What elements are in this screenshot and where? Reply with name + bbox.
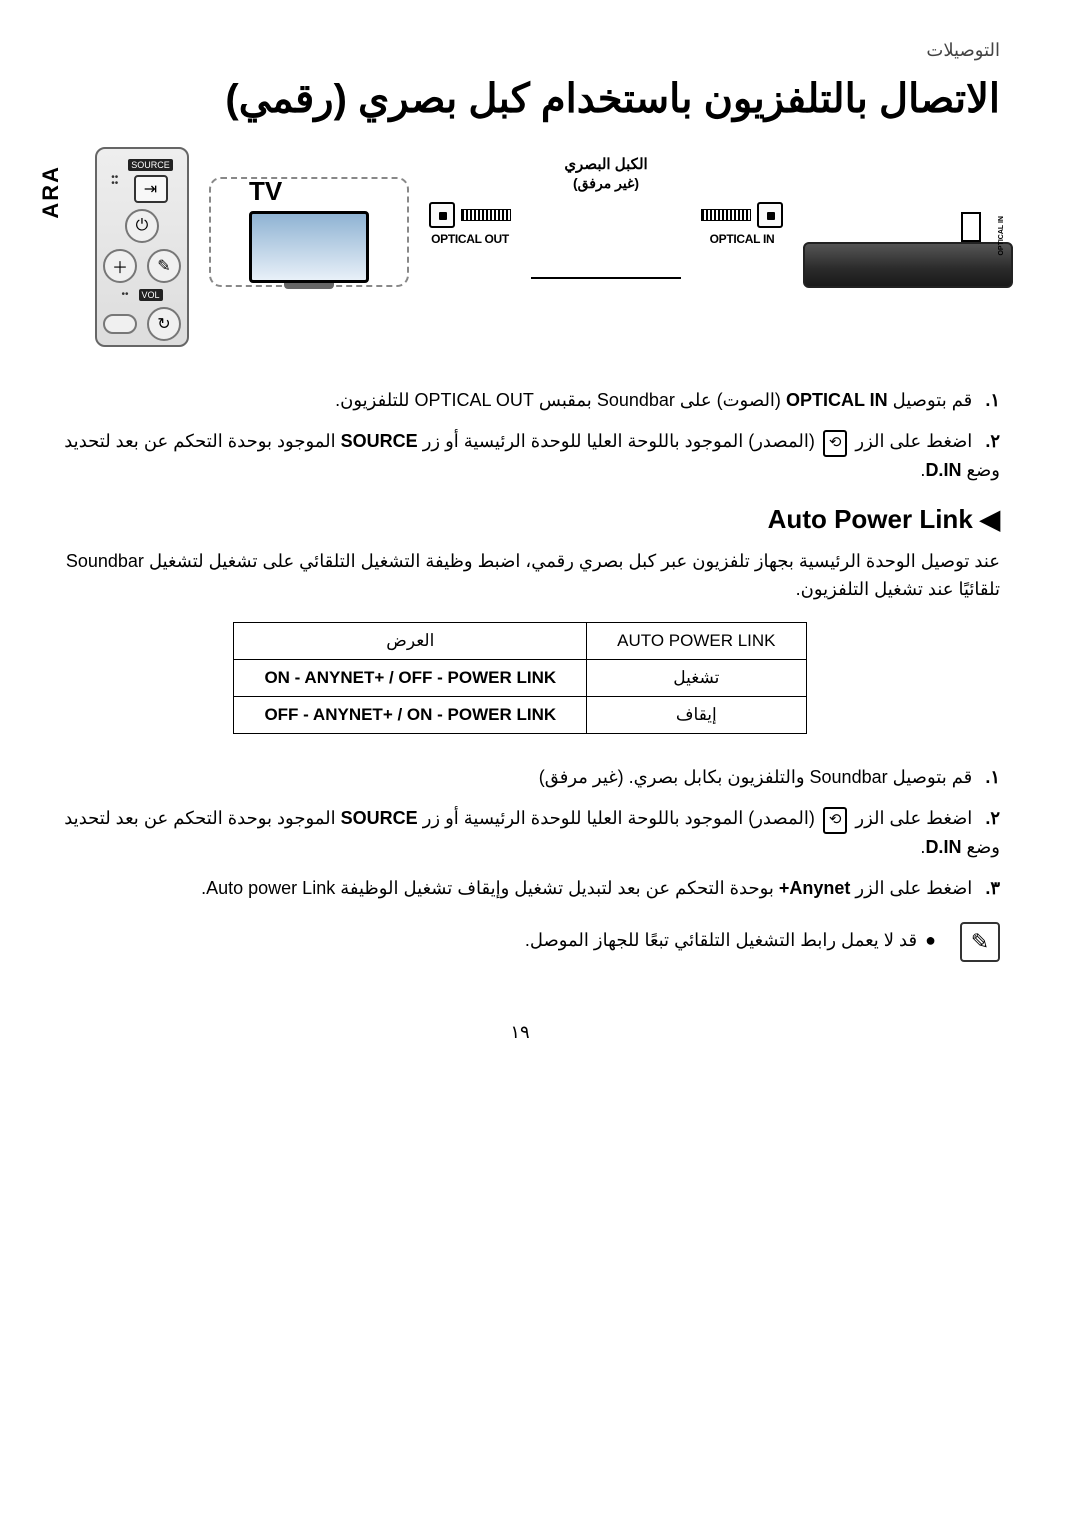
source-key-icon: ⟲ (823, 430, 848, 457)
step-number: ٢. (985, 431, 1000, 451)
remote-pill-button (103, 314, 137, 334)
optical-out-port (429, 202, 455, 228)
cable-plug-left (461, 209, 511, 221)
soundbar: OPTICAL IN (803, 242, 1013, 288)
auto-power-intro: عند توصيل الوحدة الرئيسية بجهاز تلفزيون … (40, 547, 1000, 605)
remote-control: •••• SOURCE ⇥ ⏻ ＋ ✎ •• VOL ↻ (95, 147, 189, 347)
table-cell: تشغيل (587, 660, 806, 697)
optical-in-label: OPTICAL IN (710, 232, 775, 246)
cycle-icon: ↻ (147, 307, 181, 341)
step-text: (الصوت) على Soundbar بمقبس OPTICAL OUT ل… (335, 390, 786, 410)
soundbar-optical-port (961, 212, 981, 242)
note-icon: ✎ (960, 922, 1000, 962)
connection-diagram: •••• SOURCE ⇥ ⏻ ＋ ✎ •• VOL ↻ TV (95, 147, 1000, 347)
step-number: ٢. (985, 808, 1000, 828)
remote-dots: •••• (111, 175, 118, 187)
page-number: ١٩ (40, 1022, 1000, 1043)
source-button-icon: ⇥ (134, 175, 168, 203)
step-bold: SOURCE (341, 808, 418, 828)
step-item: ٢. اضغط على الزر ⟲ (المصدر) الموجود بالل… (40, 805, 1000, 861)
plus-icon: ＋ (103, 249, 137, 283)
table-cell: OFF - ANYNET+ / ON - POWER LINK (234, 697, 587, 734)
optical-out-label: OPTICAL OUT (431, 232, 509, 246)
bullet: ● (925, 930, 936, 950)
step-bold: SOURCE (341, 431, 418, 451)
step-bold: D.IN (925, 837, 961, 857)
step-text: اضغط على الزر (850, 808, 972, 828)
step-text: اضغط على الزر (850, 431, 972, 451)
table-row: AUTO POWER LINK العرض (234, 623, 806, 660)
tv-block: TV (209, 147, 409, 287)
cable-plug-right (701, 209, 751, 221)
steps-group-2: ١. قم بتوصيل Soundbar والتلفزيون بكابل ب… (40, 764, 1000, 902)
pencil-icon: ✎ (147, 249, 181, 283)
step-item: ٣. اضغط على الزر Anynet+ بوحدة التحكم عن… (40, 875, 1000, 902)
step-text: (المصدر) الموجود باللوحة العليا للوحدة ا… (418, 808, 820, 828)
source-key-icon: ⟲ (823, 807, 848, 834)
step-item: ١. قم بتوصيل OPTICAL IN (الصوت) على Soun… (40, 387, 1000, 414)
step-text: اضغط على الزر (850, 878, 972, 898)
step-number: ١. (985, 767, 1000, 787)
tv-screen (249, 211, 369, 283)
page-title: الاتصال بالتلفزيون باستخدام كبل بصري (رق… (40, 76, 1000, 122)
table-header: العرض (234, 623, 587, 660)
step-text: بوحدة التحكم عن بعد لتبديل تشغيل وإيقاف … (201, 878, 779, 898)
tv-label: TV (249, 176, 369, 207)
soundbar-block: OPTICAL IN (803, 202, 1013, 288)
auto-power-heading: ◀ Auto Power Link (40, 504, 1000, 535)
soundbar-port-label: OPTICAL IN (998, 216, 1005, 256)
step-number: ٣. (985, 878, 1000, 898)
vol-badge: VOL (139, 289, 163, 301)
tv-stand (284, 283, 334, 289)
table-cell: ON - ANYNET+ / OFF - POWER LINK (234, 660, 587, 697)
source-badge: SOURCE (128, 159, 173, 171)
table-row: إيقاف OFF - ANYNET+ / ON - POWER LINK (234, 697, 806, 734)
note-block: ✎ ● قد لا يعمل رابط التشغيل التلقائي تبعً… (40, 922, 1000, 962)
step-bold: D.IN (925, 460, 961, 480)
step-text: (المصدر) الموجود باللوحة العليا للوحدة ا… (418, 431, 820, 451)
steps-group-1: ١. قم بتوصيل OPTICAL IN (الصوت) على Soun… (40, 387, 1000, 484)
power-icon: ⏻ (125, 209, 159, 243)
cable-label-line1: الكبل البصري (564, 155, 647, 173)
cable-label-line2: (غير مرفق) (564, 175, 647, 192)
connection-line (531, 277, 681, 279)
language-tab: ARA (38, 165, 64, 219)
step-text: قم بتوصيل Soundbar والتلفزيون بكابل بصري… (539, 767, 973, 787)
optical-in-port (757, 202, 783, 228)
table-row: تشغيل ON - ANYNET+ / OFF - POWER LINK (234, 660, 806, 697)
step-number: ١. (985, 390, 1000, 410)
step-item: ١. قم بتوصيل Soundbar والتلفزيون بكابل ب… (40, 764, 1000, 791)
auto-power-table: AUTO POWER LINK العرض تشغيل ON - ANYNET+… (233, 622, 806, 734)
section-header: التوصيلات (40, 40, 1000, 61)
table-cell: إيقاف (587, 697, 806, 734)
note-text: قد لا يعمل رابط التشغيل التلقائي تبعًا ل… (525, 930, 917, 950)
step-text: قم بتوصيل (888, 390, 973, 410)
remote-dots2: •• (121, 292, 128, 298)
step-bold: Anynet+ (779, 878, 851, 898)
step-bold: OPTICAL IN (786, 390, 888, 410)
table-header: AUTO POWER LINK (587, 623, 806, 660)
step-item: ٢. اضغط على الزر ⟲ (المصدر) الموجود بالل… (40, 428, 1000, 484)
